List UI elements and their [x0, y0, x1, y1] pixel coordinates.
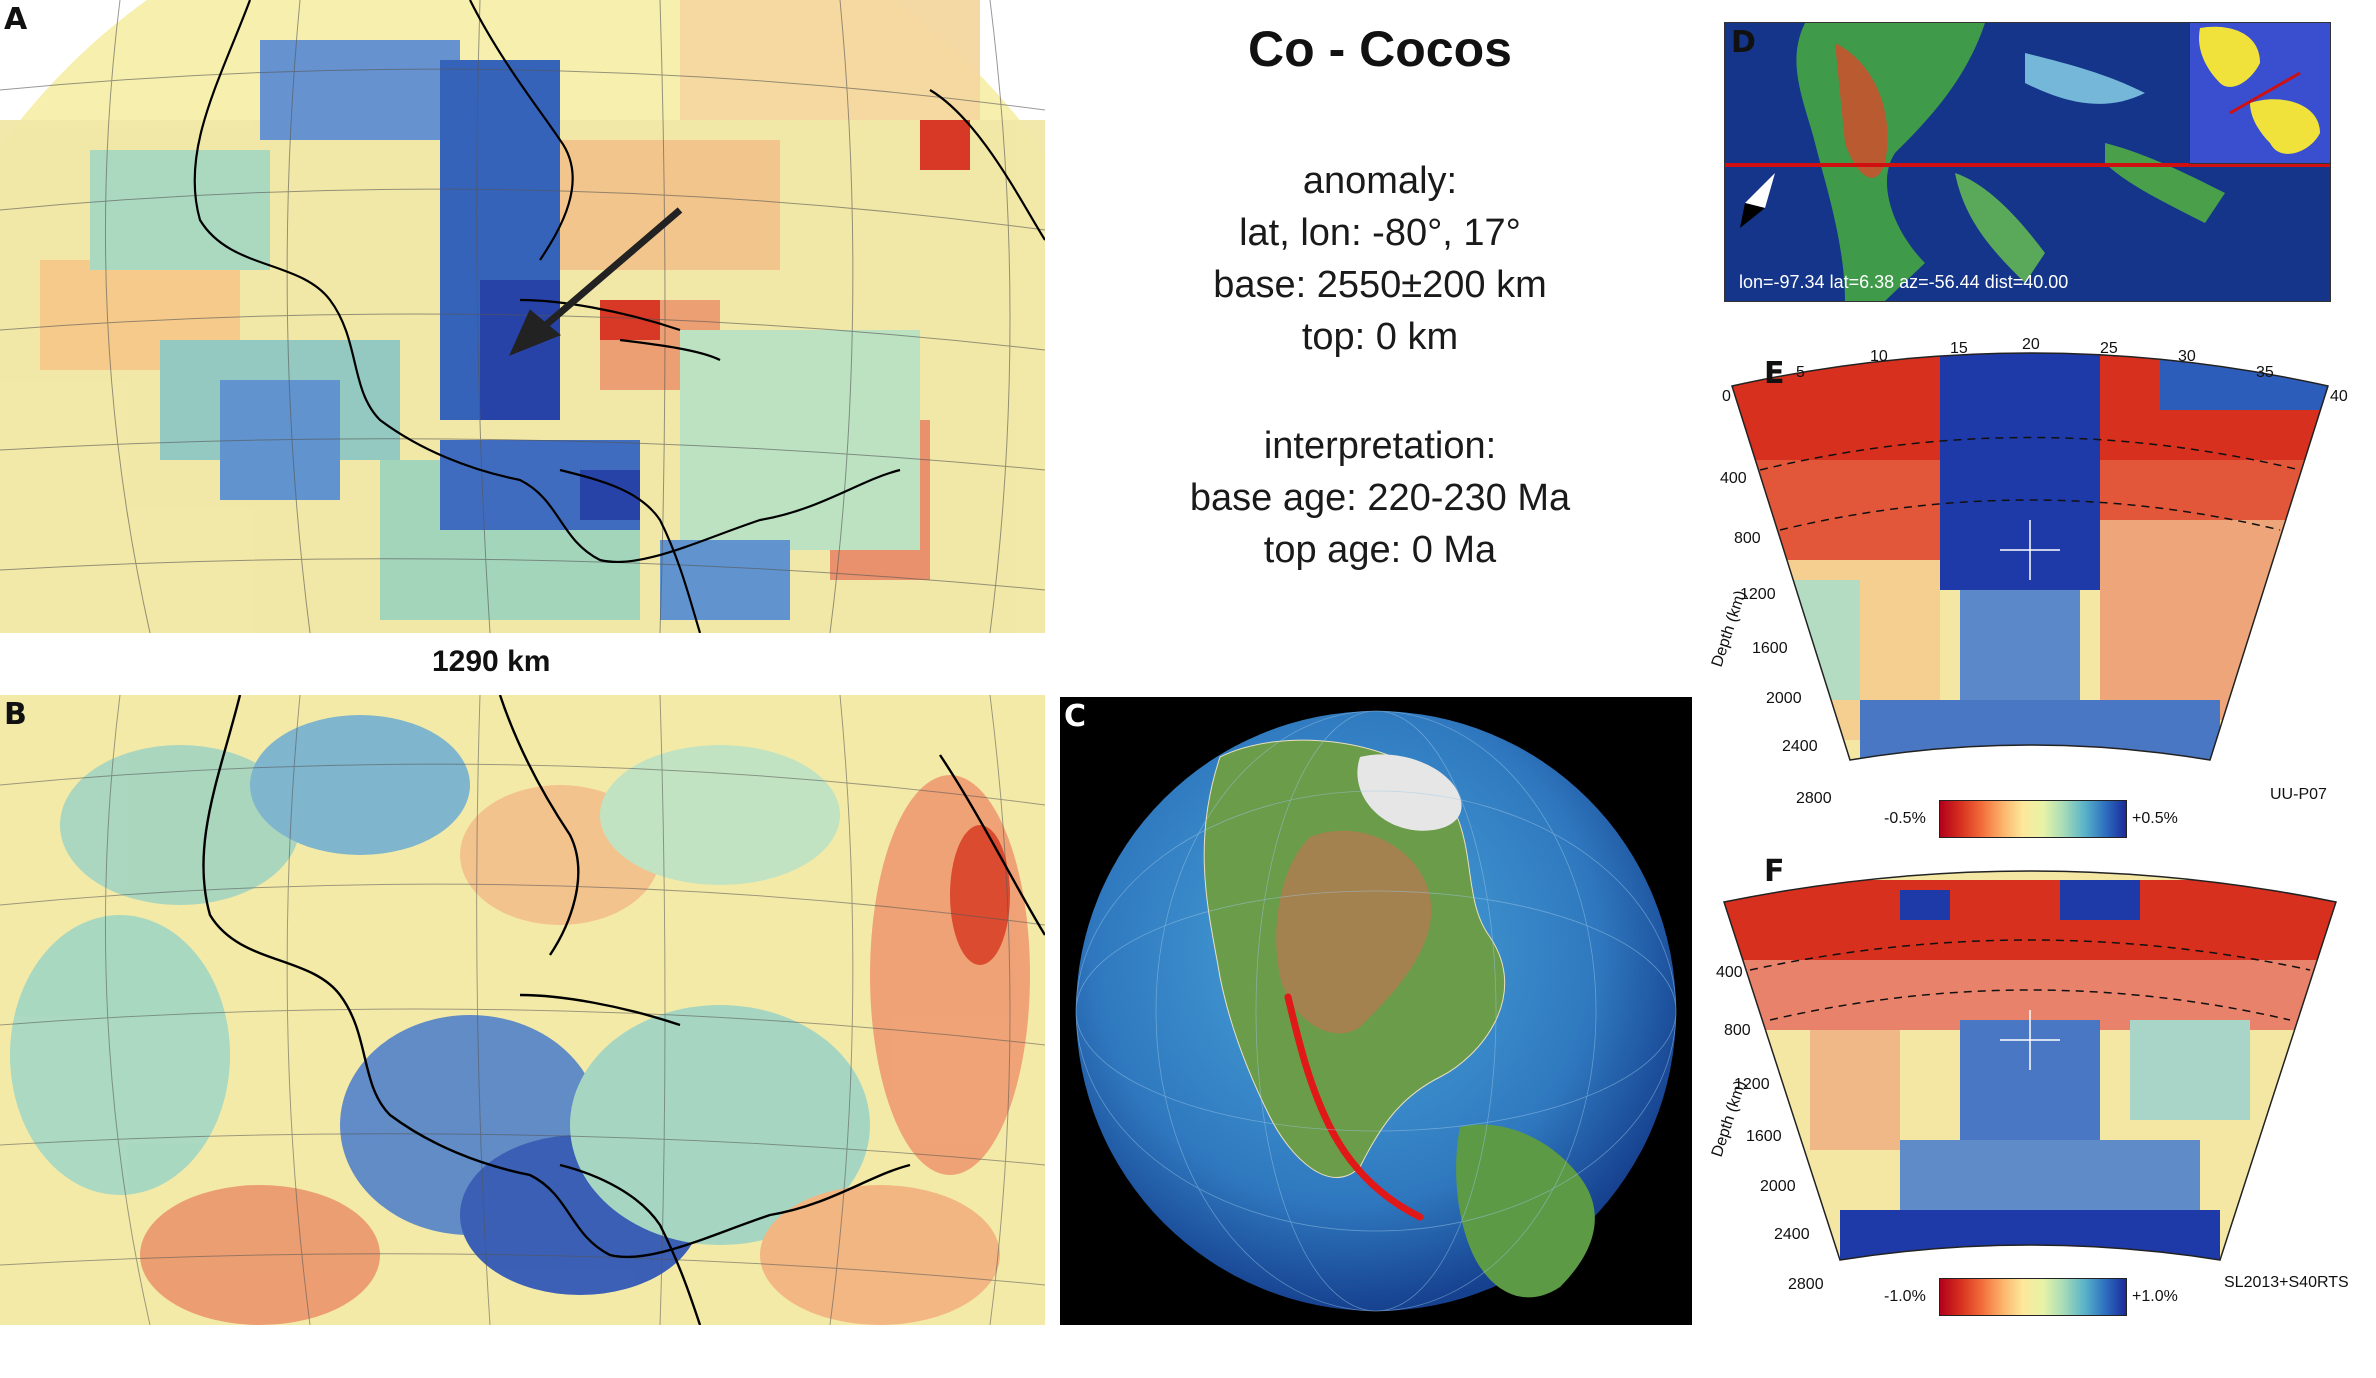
panel-label-f: F: [1764, 854, 1785, 889]
depth-caption: 1290 km: [432, 645, 551, 678]
cross-section-f-graphic: [1723, 870, 2337, 1261]
panel-label-b: B: [4, 697, 27, 732]
depth-tick-2800: 2800: [1796, 790, 1832, 807]
tomography-map-a: A: [0, 0, 1045, 633]
depth-tick-400: 400: [1716, 964, 1743, 981]
interpretation-base-age: base age: 220-230 Ma: [1189, 477, 1571, 519]
cross-section-f: F 400 800 1200 1600 2000 2400 2800 Depth…: [1700, 850, 2376, 1320]
cross-section-e: E 0 5 10 15 20 25 30 35 40 400 800 1200 …: [1700, 320, 2376, 840]
panel-label-e: E: [1764, 356, 1785, 391]
inset-globe-map: [2189, 23, 2330, 164]
depth-tick-1200: 1200: [1734, 1076, 1770, 1093]
tomography-map-a-graphic: [0, 0, 1045, 633]
top-tick-15: 15: [1950, 340, 1968, 357]
cross-section-e-graphic: [1731, 352, 2329, 761]
colorbar-f-min: -1.0%: [1884, 1288, 1926, 1305]
model-name-f: SL2013+S40RTS: [2224, 1274, 2349, 1291]
top-tick-10: 10: [1870, 348, 1888, 365]
colorbar-f: [1939, 1278, 2127, 1316]
anomaly-heading: anomaly:: [1302, 160, 1458, 202]
depth-tick-800: 800: [1724, 1022, 1751, 1039]
depth-tick-2800: 2800: [1788, 1276, 1824, 1293]
top-tick-40: 40: [2330, 388, 2348, 405]
colorbar-e-min: -0.5%: [1884, 810, 1926, 827]
location-map-d: lon=-97.34 lat=6.38 az=-56.44 dist=40.00…: [1724, 22, 2331, 302]
interpretation-heading: interpretation:: [1263, 425, 1497, 467]
tomography-map-b: B: [0, 695, 1045, 1325]
globe-graphic: [1075, 710, 1677, 1312]
depth-tick-2000: 2000: [1766, 690, 1802, 707]
top-tick-20: 20: [2022, 336, 2040, 353]
globe-panel-c: C: [1060, 697, 1692, 1325]
top-tick-0: 0: [1722, 388, 1731, 405]
depth-tick-1600: 1600: [1746, 1128, 1782, 1145]
anomaly-arrow: [509, 207, 683, 356]
interpretation-top-age: top age: 0 Ma: [1263, 529, 1497, 571]
top-tick-25: 25: [2100, 340, 2118, 357]
top-tick-35: 35: [2256, 364, 2274, 381]
top-tick-5: 5: [1796, 364, 1805, 381]
depth-tick-2000: 2000: [1760, 1178, 1796, 1195]
colorbar-e-max: +0.5%: [2132, 810, 2178, 827]
colorbar-f-max: +1.0%: [2132, 1288, 2178, 1305]
depth-tick-1600: 1600: [1752, 640, 1788, 657]
panel-label-a: A: [4, 2, 28, 37]
depth-tick-400: 400: [1720, 470, 1747, 487]
panel-label-d: D: [1731, 25, 1756, 60]
depth-tick-800: 800: [1734, 530, 1761, 547]
depth-tick-2400: 2400: [1782, 738, 1818, 755]
map-readout: lon=-97.34 lat=6.38 az=-56.44 dist=40.00: [1739, 272, 2069, 292]
subduction-trace: [1284, 993, 1424, 1221]
panel-label-c: C: [1064, 699, 1087, 734]
anomaly-base: base: 2550±200 km: [1213, 264, 1547, 306]
tomography-map-b-graphic: [0, 695, 1045, 1325]
anomaly-top: top: 0 km: [1301, 316, 1459, 358]
depth-tick-1200: 1200: [1740, 586, 1776, 603]
model-name-e: UU-P07: [2270, 786, 2327, 803]
top-tick-30: 30: [2178, 348, 2196, 365]
colorbar-e: [1939, 800, 2127, 838]
depth-tick-2400: 2400: [1774, 1226, 1810, 1243]
page-title: Co - Cocos: [1248, 21, 1512, 77]
anomaly-latlon: lat, lon: -80°, 17°: [1239, 212, 1521, 254]
